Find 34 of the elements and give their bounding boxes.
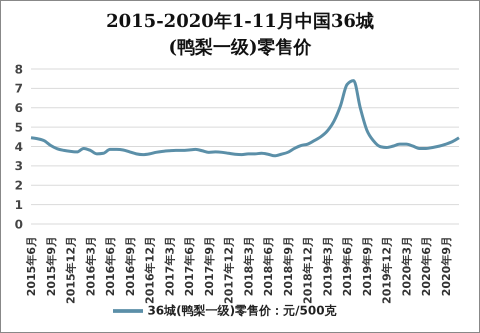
- y-tick-label: 3: [14, 159, 23, 174]
- legend-label: 36城(鸭梨一级)零售价：元/500克: [147, 303, 337, 318]
- x-tick-label: 2018年3月: [242, 236, 256, 296]
- x-tick-label: 2019年12月: [380, 236, 394, 304]
- x-tick-label: 2015年6月: [25, 236, 38, 296]
- y-tick-label: 5: [14, 120, 23, 134]
- x-tick-label: 2017年3月: [163, 236, 176, 296]
- x-tick-label: 2019年6月: [341, 236, 354, 296]
- x-tick-label: 2020年3月: [400, 236, 414, 296]
- y-tick-label: 7: [14, 82, 23, 96]
- y-tick-label: 0: [14, 217, 23, 232]
- x-tick-label: 2015年9月: [44, 236, 58, 296]
- x-tick-label: 2016年6月: [104, 236, 118, 296]
- chart-title: 2015-2020年1-11月中国36城(鸭梨一级)零售价: [105, 10, 375, 60]
- x-tick-label: 2019年9月: [360, 236, 374, 296]
- x-tick-label: 2016年9月: [124, 236, 137, 296]
- x-tick-label: 2018年6月: [262, 236, 276, 296]
- y-tick-label: 6: [14, 101, 23, 116]
- x-tick-label: 2018年9月: [282, 236, 295, 296]
- x-tick-label: 2018年12月: [302, 236, 315, 304]
- x-tick-label: 2015年12月: [64, 236, 78, 304]
- x-tick-label: 2019年3月: [321, 236, 334, 296]
- y-tick-label: 2: [14, 178, 23, 193]
- y-tick-label: 4: [14, 140, 23, 154]
- x-tick-label: 2017年12月: [222, 236, 236, 304]
- line-series: [30, 79, 460, 158]
- x-tick-label: 2020年6月: [420, 236, 434, 296]
- x-tick-label: 2016年3月: [84, 236, 98, 296]
- x-tick-label: 2017年6月: [183, 236, 196, 296]
- x-tick-label: 2020年9月: [440, 236, 453, 296]
- x-tick-label: 2016年12月: [144, 236, 157, 304]
- y-tick-label: 8: [14, 62, 23, 76]
- y-tick-label: 1: [14, 198, 23, 212]
- x-tick-label: 2017年9月: [202, 236, 216, 296]
